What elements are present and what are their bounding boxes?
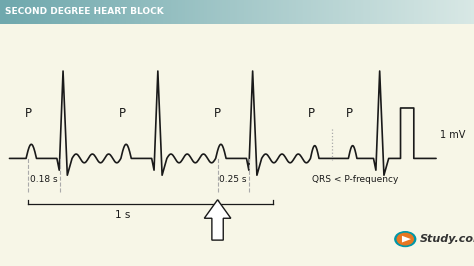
Text: P: P bbox=[214, 107, 221, 120]
Text: 1 s: 1 s bbox=[115, 210, 130, 220]
Text: P: P bbox=[308, 107, 315, 120]
Text: SECOND DEGREE HEART BLOCK: SECOND DEGREE HEART BLOCK bbox=[5, 7, 164, 16]
Text: 0.18 s: 0.18 s bbox=[30, 175, 57, 184]
Text: QRS < P-frequency: QRS < P-frequency bbox=[312, 175, 399, 184]
Circle shape bbox=[395, 232, 416, 247]
Text: 1 mV: 1 mV bbox=[440, 130, 465, 140]
Text: P: P bbox=[119, 107, 126, 120]
Circle shape bbox=[397, 233, 413, 245]
Text: 0.25 s: 0.25 s bbox=[219, 175, 247, 184]
Polygon shape bbox=[402, 236, 411, 243]
Text: P: P bbox=[25, 107, 31, 120]
Text: P: P bbox=[346, 107, 353, 120]
Polygon shape bbox=[204, 200, 231, 240]
Text: Study.com: Study.com bbox=[419, 234, 474, 244]
